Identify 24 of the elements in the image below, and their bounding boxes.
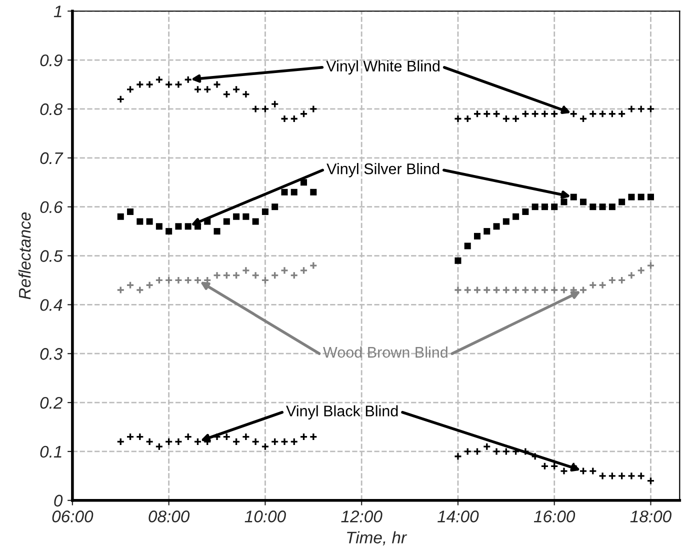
y-tick-label: 0.6: [40, 201, 63, 214]
x-tick-label: 08:00: [148, 510, 190, 522]
x-tick-label: 06:00: [52, 510, 94, 522]
y-tick-label: 0.8: [40, 103, 63, 116]
x-tick-label: 18:00: [630, 510, 672, 522]
text: Vinyl White Blind: [326, 60, 440, 75]
series-label: Vinyl Silver Blind: [326, 163, 440, 178]
x-tick-label: 10:00: [244, 510, 286, 522]
y-tick-label: 0.4: [40, 299, 62, 311]
x-tick-label: 12:00: [341, 510, 382, 522]
y-tick-label: 1: [54, 6, 62, 18]
y-tick-label: 0: [54, 494, 63, 507]
y-tick-label: 0.5: [40, 250, 63, 262]
series-label: Vinyl Black Blind: [286, 405, 398, 420]
x-tick-label: 14:00: [438, 510, 479, 522]
y-tick-label: 0.9: [40, 54, 62, 66]
y-tick-label: 0.1: [40, 446, 62, 458]
x-axis-title: Time, hr: [347, 531, 408, 546]
y-axis-title: Reflectance: [18, 212, 31, 300]
y-tick-label: 0.7: [40, 152, 64, 164]
y-tick-label: 0.2: [40, 396, 62, 409]
text: Wood Brown Blind: [323, 346, 448, 358]
x-tick-label: 16:00: [534, 510, 576, 522]
y-tick-label: 0.3: [40, 348, 63, 360]
